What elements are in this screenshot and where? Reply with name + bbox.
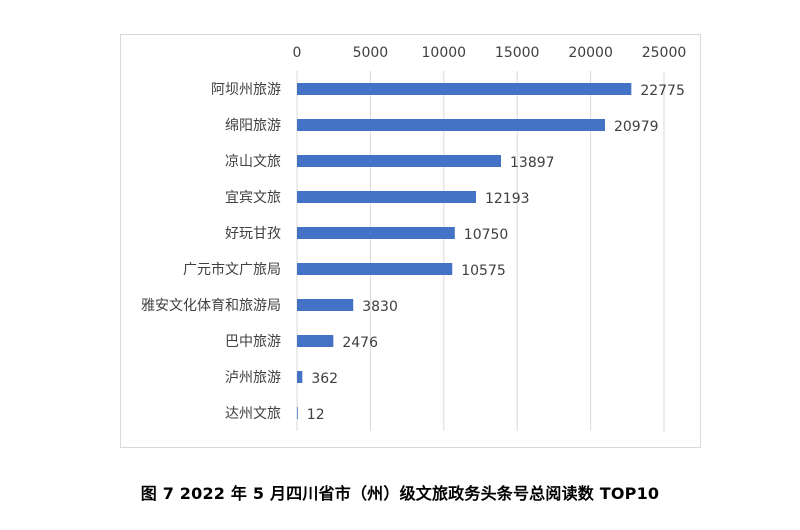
category-label: 泸州旅游 bbox=[225, 370, 281, 386]
bar bbox=[297, 335, 334, 347]
data-label: 3830 bbox=[362, 299, 398, 315]
category-label: 巴中旅游 bbox=[225, 334, 281, 350]
data-label: 2476 bbox=[342, 335, 378, 351]
data-label: 10750 bbox=[464, 227, 509, 243]
bar bbox=[297, 407, 298, 419]
bar bbox=[297, 155, 502, 167]
bar bbox=[297, 263, 453, 275]
x-tick-label: 10000 bbox=[422, 45, 467, 61]
category-label: 凉山文旅 bbox=[225, 154, 281, 170]
x-tick-label: 15000 bbox=[495, 45, 540, 61]
bar bbox=[297, 371, 303, 383]
category-label: 雅安文化体育和旅游局 bbox=[141, 298, 281, 314]
x-tick-label: 5000 bbox=[353, 45, 389, 61]
category-label: 宜宾文旅 bbox=[225, 190, 281, 206]
category-label: 阿坝州旅游 bbox=[211, 82, 281, 98]
data-label: 22775 bbox=[640, 83, 685, 99]
bar bbox=[297, 299, 354, 311]
data-label: 13897 bbox=[510, 155, 555, 171]
bar-chart: 0 5000 10000 15000 20000 25000 阿坝州旅游 22775 绵阳旅游 2… bbox=[141, 45, 687, 431]
x-tick-label: 20000 bbox=[568, 45, 613, 61]
chart-frame: 0 5000 10000 15000 20000 25000 阿坝州旅游 22775 绵阳旅游 2… bbox=[120, 34, 701, 448]
data-label: 362 bbox=[311, 371, 338, 387]
bar bbox=[297, 119, 605, 131]
category-label: 绵阳旅游 bbox=[225, 117, 281, 134]
data-label: 12 bbox=[307, 407, 325, 423]
category-label: 好玩甘孜 bbox=[225, 226, 281, 242]
bar bbox=[297, 191, 476, 203]
data-label: 20979 bbox=[614, 119, 659, 135]
data-label: 10575 bbox=[461, 263, 506, 279]
x-tick-label: 25000 bbox=[642, 45, 687, 61]
bar bbox=[297, 83, 632, 95]
category-label: 达州文旅 bbox=[225, 406, 281, 422]
x-tick-label: 0 bbox=[293, 45, 302, 61]
data-label: 12193 bbox=[485, 191, 530, 207]
figure-caption: 图 7 2022 年 5 月四川省市（州）级文旅政务头条号总阅读数 TOP10 bbox=[140, 484, 660, 503]
bar bbox=[297, 227, 455, 239]
category-label: 广元市文广旅局 bbox=[183, 261, 281, 278]
